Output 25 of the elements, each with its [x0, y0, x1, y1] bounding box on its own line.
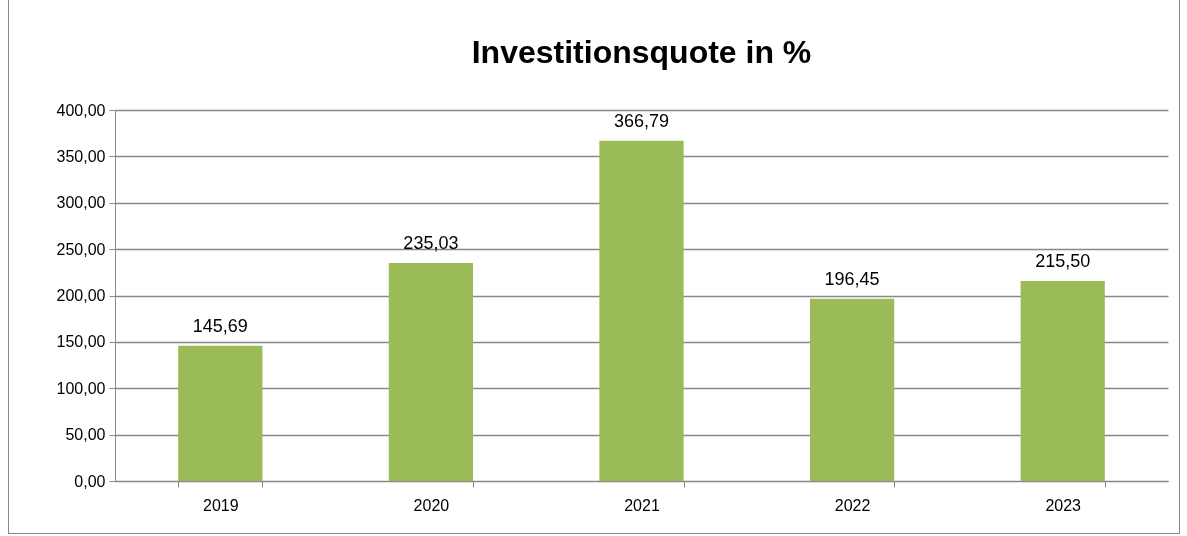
bar [599, 140, 684, 481]
bar [809, 298, 895, 481]
y-tick-label: 300,00 [56, 194, 106, 212]
y-tick-label: 100,00 [56, 379, 106, 397]
bar [1020, 281, 1105, 481]
x-tick-label: 2021 [624, 496, 660, 514]
x-tick-label: 2020 [413, 496, 450, 514]
y-tick-label: 200,00 [56, 287, 106, 304]
x-tick-label: 2023 [1045, 496, 1082, 514]
x-tick-label: 2022 [834, 496, 871, 514]
y-tick-label: 350,00 [56, 147, 106, 165]
data-label: 145,69 [192, 315, 248, 336]
y-tick-label: 250,00 [56, 240, 106, 258]
data-label: 235,03 [403, 233, 459, 254]
x-tick-label: 2019 [203, 496, 239, 514]
data-label: 366,79 [613, 110, 670, 131]
y-tick-label: 400,00 [56, 101, 106, 119]
data-label: 215,50 [1035, 251, 1091, 272]
bar [388, 263, 474, 481]
y-tick-label: 0,00 [74, 472, 106, 490]
bar [178, 345, 263, 481]
y-tick-label: 50,00 [65, 426, 106, 444]
y-tick-label: 150,00 [56, 333, 106, 351]
data-label: 196,45 [824, 268, 880, 289]
chart-title: Investitionsquote in % [471, 34, 812, 70]
